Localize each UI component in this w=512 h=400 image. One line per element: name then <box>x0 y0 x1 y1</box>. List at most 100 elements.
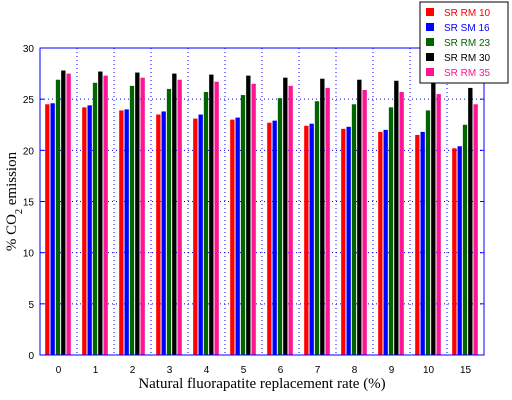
bar-sr-rm-23-10 <box>425 110 431 355</box>
y-tick-label: 15 <box>23 198 35 209</box>
legend-label: SR RM 10 <box>444 8 491 19</box>
x-tick-label: 4 <box>204 365 210 376</box>
bar-sr-rm-23-9 <box>388 107 394 355</box>
bars <box>45 70 478 356</box>
bar-sr-rm-35-4 <box>214 81 219 356</box>
bar-sr-rm-35-6 <box>288 85 293 355</box>
bar-sr-sm-16-2 <box>124 109 129 356</box>
y-tick-label: 0 <box>28 351 34 362</box>
bar-sr-rm-35-0 <box>66 73 71 355</box>
bar-sr-rm-10-10 <box>415 134 420 355</box>
x-tick-label: 9 <box>389 365 395 376</box>
bar-sr-rm-35-5 <box>251 83 256 356</box>
bar-sr-sm-16-3 <box>161 111 166 356</box>
bar-sr-rm-10-8 <box>341 128 346 355</box>
x-tick-label: 2 <box>130 365 136 376</box>
bar-sr-rm-35-15 <box>473 104 478 356</box>
y-axis-ticks: 0 5 10 15 20 25 30 <box>23 44 484 362</box>
bar-sr-rm-30-0 <box>61 70 66 355</box>
bar-sr-sm-16-8 <box>346 126 351 356</box>
x-axis-ticks: 0 1 2 3 4 5 6 7 8 9 10 15 <box>56 365 472 376</box>
bar-sr-rm-23-7 <box>314 101 320 355</box>
bar-sr-rm-30-3 <box>172 73 177 355</box>
bar-sr-rm-35-10 <box>436 94 441 356</box>
bar-sr-sm-16-5 <box>235 117 240 355</box>
bar-sr-rm-35-1 <box>103 75 108 355</box>
bar-sr-rm-30-7 <box>320 78 325 355</box>
x-tick-label: 7 <box>315 365 321 376</box>
bar-sr-rm-30-9 <box>394 80 399 355</box>
bar-sr-rm-10-0 <box>45 104 50 356</box>
bar-sr-rm-23-3 <box>166 88 172 355</box>
bar-sr-rm-30-8 <box>357 79 362 356</box>
bar-sr-rm-10-2 <box>119 110 124 355</box>
bar-sr-rm-10-7 <box>304 125 309 355</box>
x-axis-title: Natural fluorapatite replacement rate (%… <box>138 376 385 392</box>
y-tick-label: 25 <box>23 95 35 106</box>
bar-sr-rm-35-8 <box>362 89 367 355</box>
bar-sr-rm-10-6 <box>267 122 272 355</box>
bar-sr-sm-16-7 <box>309 123 314 355</box>
bar-sr-rm-23-5 <box>240 95 246 355</box>
bar-sr-rm-23-0 <box>55 79 61 356</box>
bar-sr-rm-10-9 <box>378 131 383 355</box>
bar-sr-rm-23-15 <box>462 124 468 355</box>
legend: SR RM 10 SR SM 16 SR RM 23 SR RM 30 SR RM 35 <box>419 1 509 84</box>
x-tick-label: 0 <box>56 365 62 376</box>
bar-sr-rm-35-7 <box>325 87 330 355</box>
legend-box <box>419 1 509 84</box>
bar-sr-sm-16-15 <box>457 146 462 355</box>
bar-sr-sm-16-10 <box>420 131 425 355</box>
bar-sr-rm-35-3 <box>177 79 182 356</box>
legend-label: SR SM 16 <box>444 23 490 34</box>
y-tick-label: 10 <box>23 249 35 260</box>
bar-sr-rm-10-5 <box>230 119 235 355</box>
bar-sr-sm-16-6 <box>272 120 277 355</box>
bar-sr-sm-16-9 <box>383 129 388 355</box>
bar-sr-rm-30-4 <box>209 74 214 356</box>
bar-sr-rm-35-2 <box>140 77 145 355</box>
legend-label: SR RM 23 <box>444 38 491 49</box>
bar-sr-sm-16-1 <box>87 105 92 355</box>
bar-sr-rm-35-9 <box>399 92 404 356</box>
bar-sr-rm-23-6 <box>277 98 283 355</box>
x-tick-label: 1 <box>93 365 99 376</box>
bar-sr-rm-23-4 <box>203 92 209 356</box>
bar-sr-rm-10-1 <box>82 107 87 355</box>
legend-swatch <box>426 23 434 31</box>
bar-sr-rm-10-15 <box>452 148 457 355</box>
x-tick-label: 15 <box>460 365 472 376</box>
x-tick-label: 8 <box>352 365 358 376</box>
x-tick-label: 5 <box>241 365 247 376</box>
y-axis-title-suffix: emission <box>4 151 20 209</box>
legend-label: SR RM 35 <box>444 68 491 79</box>
bar-sr-rm-30-15 <box>468 87 473 355</box>
bar-sr-rm-10-3 <box>156 114 161 356</box>
y-axis-title: % CO2 emission <box>4 151 25 251</box>
y-tick-label: 30 <box>23 44 35 55</box>
bar-sr-sm-16-0 <box>50 103 55 355</box>
y-tick-label: 5 <box>28 300 34 311</box>
y-tick-label: 20 <box>23 146 35 157</box>
bar-sr-rm-30-10 <box>431 82 436 355</box>
legend-swatch <box>426 68 434 76</box>
legend-swatch <box>426 53 434 61</box>
y-axis-title-subscript: 2 <box>14 209 25 214</box>
y-axis-title-prefix: % CO <box>4 214 20 251</box>
bar-sr-rm-30-5 <box>246 75 251 355</box>
bar-sr-rm-10-4 <box>193 118 198 355</box>
bar-sr-rm-23-2 <box>129 85 135 355</box>
x-tick-label: 6 <box>278 365 284 376</box>
legend-swatch <box>426 8 434 16</box>
x-tick-label: 10 <box>423 365 435 376</box>
bar-sr-sm-16-4 <box>198 114 203 356</box>
x-tick-label: 3 <box>167 365 173 376</box>
legend-label: SR RM 30 <box>444 53 491 64</box>
bar-sr-rm-30-2 <box>135 72 140 355</box>
bar-sr-rm-23-8 <box>351 104 357 356</box>
bar-sr-rm-30-1 <box>98 71 103 355</box>
bar-sr-rm-30-6 <box>283 77 288 355</box>
bar-sr-rm-23-1 <box>92 82 98 355</box>
legend-swatch <box>426 38 434 46</box>
